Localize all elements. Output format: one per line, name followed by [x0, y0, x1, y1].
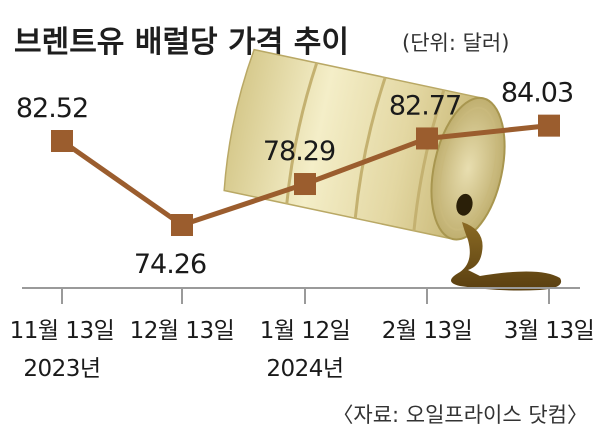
- chart-unit: (단위: 달러): [402, 31, 509, 55]
- data-point: [51, 130, 73, 152]
- x-tick-label: 12월 13일: [130, 318, 235, 344]
- x-tick-label: 3월 13일: [504, 318, 595, 344]
- data-label: 82.77: [389, 90, 461, 121]
- x-tick-label: 1월 12일: [260, 318, 351, 344]
- x-tick-label: 2월 13일: [382, 318, 473, 344]
- data-point: [294, 173, 316, 196]
- data-label: 84.03: [501, 78, 573, 109]
- x-tick-year-label: 2023년: [23, 356, 100, 382]
- x-tick-label: 11월 13일: [10, 318, 115, 344]
- data-label: 82.52: [16, 93, 88, 124]
- data-point: [171, 214, 193, 237]
- chart-title: 브렌트유 배럴당 가격 추이: [14, 25, 349, 60]
- data-label: 74.26: [134, 249, 206, 280]
- x-tick-year-label: 2024년: [266, 356, 343, 382]
- data-point: [416, 127, 438, 150]
- data-point: [538, 114, 560, 137]
- chart-source: 〈자료: 오일프라이스 닷컴〉: [332, 403, 588, 427]
- data-label: 78.29: [263, 136, 335, 167]
